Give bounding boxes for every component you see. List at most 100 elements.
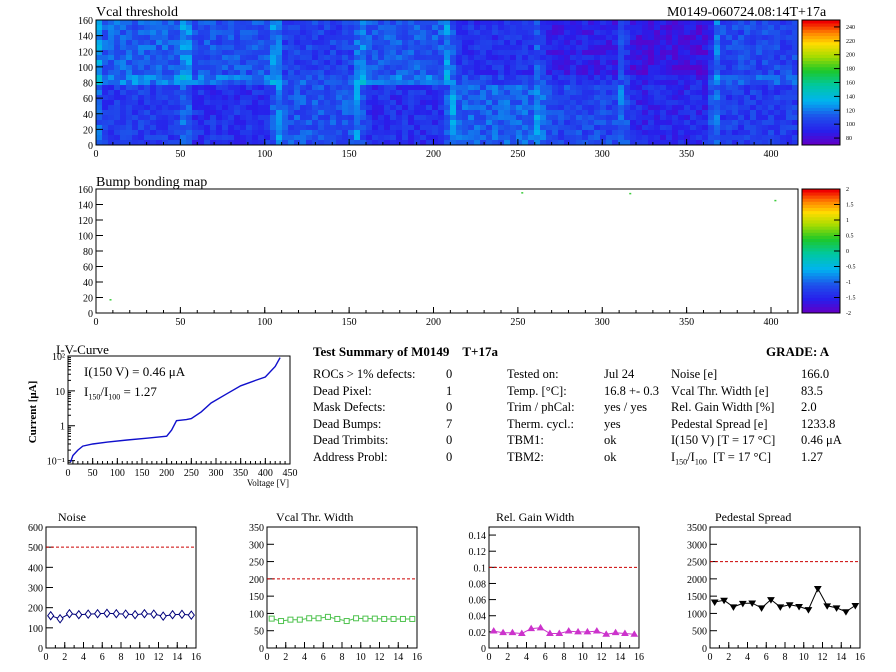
- vcal-cell: [114, 65, 121, 71]
- vcal-cell: [600, 40, 607, 46]
- gain-width-plot-point: [611, 628, 620, 636]
- vcal-cell: [786, 50, 793, 56]
- vcal-cell: [264, 70, 271, 76]
- vcal-cell: [276, 135, 283, 141]
- vcal-cell: [300, 20, 307, 26]
- vcal-cell: [348, 75, 355, 81]
- vcal-cell: [408, 45, 415, 51]
- vcal-cell: [696, 130, 703, 136]
- vcal-cell: [498, 130, 505, 136]
- vcal-cell: [666, 50, 673, 56]
- vcal-cell: [228, 95, 235, 101]
- vcal-cell: [654, 85, 661, 91]
- vcal-cell: [528, 135, 535, 141]
- vcal-cell: [336, 40, 343, 46]
- vcal-cell: [198, 125, 205, 131]
- vcal-cell: [126, 75, 133, 81]
- vcal-cell: [648, 135, 655, 141]
- vcal-cell: [522, 90, 529, 96]
- vcal-width-plot-point: [381, 615, 388, 622]
- vcal-cell: [162, 55, 169, 61]
- vcal-cell: [768, 45, 775, 51]
- vcal-width-plot-ytick-label: 50: [254, 627, 264, 638]
- vcal-cell: [420, 40, 427, 46]
- vcal-cell: [672, 40, 679, 46]
- vcal-cell: [684, 50, 691, 56]
- vcal-cell: [210, 110, 217, 116]
- vcal-cell: [336, 120, 343, 126]
- vcal-cell: [438, 65, 445, 71]
- vcal-cell: [630, 100, 637, 106]
- vcal-cell: [600, 65, 607, 71]
- pedestal-plot-ytick-label: 3000: [687, 540, 707, 551]
- vcal-cell: [750, 60, 757, 66]
- vcal-cell: [462, 20, 469, 26]
- vcal-cell: [624, 45, 631, 51]
- vcal-cell: [720, 45, 727, 51]
- vcal-cell: [708, 85, 715, 91]
- vcal-cell: [744, 45, 751, 51]
- vcal-cell: [774, 50, 781, 56]
- vcal-cell: [318, 20, 325, 26]
- vcal-cell: [396, 35, 403, 41]
- pedestal-plot-xtick-label: 10: [799, 652, 809, 663]
- vcal-cell: [342, 60, 349, 66]
- vcal-cell: [372, 80, 379, 86]
- gain-width-plot-point: [564, 627, 573, 634]
- vcal-cell: [690, 50, 697, 56]
- vcal-cell: [690, 70, 697, 76]
- vcal-cell: [438, 135, 445, 141]
- vcal-cell: [420, 45, 427, 51]
- module-id-label: M0149-060724.08:14T+17a: [667, 5, 827, 20]
- vcal-cell: [780, 50, 787, 56]
- vcal-cell: [540, 115, 547, 121]
- vcal-cell: [486, 60, 493, 66]
- vcal-cell: [714, 25, 721, 31]
- vcal-cell: [216, 70, 223, 76]
- vcal-cell: [114, 80, 121, 86]
- vcal-cell: [120, 90, 127, 96]
- vcal-cell: [408, 115, 415, 121]
- vcal-cell: [162, 100, 169, 106]
- vcal-cell: [270, 35, 277, 41]
- vcal-cell: [564, 35, 571, 41]
- vcal-cell: [366, 100, 373, 106]
- vcal-cell: [690, 115, 697, 121]
- vcal-cell: [222, 105, 229, 111]
- gain-width-plot-xtick-label: 12: [597, 652, 607, 663]
- vcal-colorbar-band: [802, 82, 840, 87]
- vcal-cell: [486, 55, 493, 61]
- vcal-cell: [720, 55, 727, 61]
- vcal-cell: [150, 125, 157, 131]
- vcal-cell: [150, 115, 157, 121]
- vcal-cell: [786, 70, 793, 76]
- vcal-cell: [612, 90, 619, 96]
- vcal-cell: [594, 75, 601, 81]
- vcal-cell: [174, 120, 181, 126]
- vcal-colorbar-band: [802, 48, 840, 52]
- vcal-cell: [150, 135, 157, 141]
- vcal-cell: [210, 40, 217, 46]
- vcal-cell: [756, 125, 763, 131]
- vcal-cell: [300, 75, 307, 81]
- vcal-cell: [192, 105, 199, 111]
- vcal-cell: [96, 110, 103, 116]
- vcal-cell: [240, 40, 247, 46]
- gain-width-plot-ytick-label: 0.06: [469, 596, 487, 607]
- bump-colorbar-band: [802, 251, 840, 255]
- vcal-cell: [402, 105, 409, 111]
- vcal-cell: [156, 30, 163, 36]
- vcal-cell: [774, 120, 781, 126]
- vcal-cell: [678, 70, 685, 76]
- vcal-cell: [114, 55, 121, 61]
- gain-width-plot-xtick-label: 2: [505, 652, 510, 663]
- vcal-cell: [786, 95, 793, 101]
- vcal-cell: [732, 95, 739, 101]
- vcal-cell: [642, 20, 649, 26]
- vcal-cell: [168, 125, 175, 131]
- vcal-cell: [462, 70, 469, 76]
- vcal-cell: [408, 80, 415, 86]
- noise-plot-point: [168, 609, 177, 620]
- vcal-cell: [444, 75, 451, 81]
